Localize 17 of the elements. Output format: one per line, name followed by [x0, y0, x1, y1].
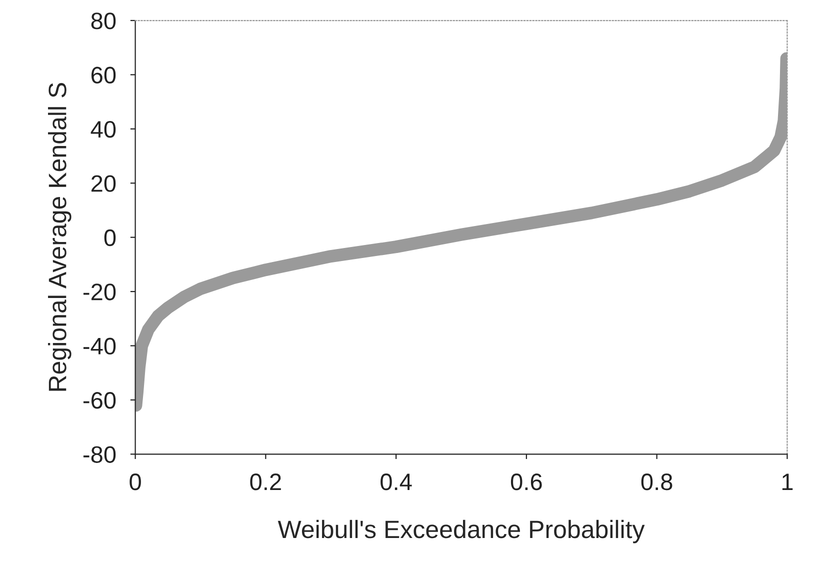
y-tick-label: -40: [83, 338, 116, 355]
x-axis-title: Weibull's Exceedance Probability: [278, 520, 645, 544]
x-tick-label: 0.4: [380, 474, 412, 490]
y-axis-title: Regional Average Kendall S: [48, 83, 72, 391]
y-tick-label: 0: [104, 229, 116, 246]
x-tick-label: 1: [782, 474, 793, 490]
y-tick-label: 80: [91, 12, 116, 30]
y-tick-label: -20: [83, 284, 116, 300]
y-tick-label: -60: [83, 392, 116, 409]
x-tick-label: 0.6: [510, 474, 542, 490]
x-tick-label: 0.2: [250, 474, 281, 490]
y-tick-label: 40: [90, 120, 116, 138]
x-tick-label: 0.8: [641, 474, 672, 490]
y-tick-label: 20: [91, 175, 116, 192]
y-tick-label: 60: [91, 66, 116, 84]
y-tick-label: -80: [83, 446, 116, 463]
x-tick-label: 0: [130, 474, 141, 490]
